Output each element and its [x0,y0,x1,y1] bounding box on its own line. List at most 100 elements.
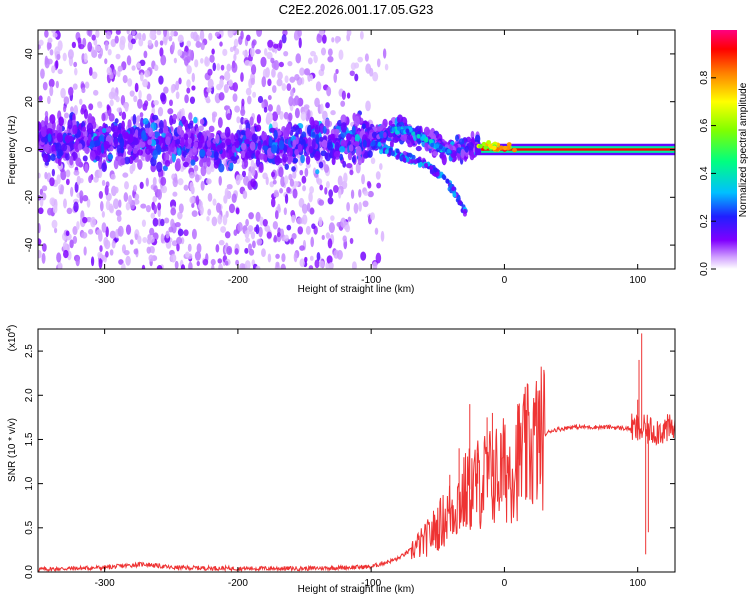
colorbar-label: Normalized spectral amplitude [738,82,749,217]
heatmap-cell [144,69,151,78]
heatmap-cell [124,156,131,165]
heatmap-cell [308,265,314,269]
heatmap-cell [99,245,103,252]
heatmap-cell [193,141,199,149]
heatmap-cell [91,71,98,80]
heatmap-cell [308,145,314,154]
heatmap-cell [311,138,316,149]
heatmap-cell [177,178,184,186]
heatmap-cell [131,65,136,71]
heatmap-cell [152,195,158,203]
heatmap-cell [196,260,200,267]
heatmap-cell [162,145,169,152]
heatmap-cell [244,247,249,254]
heatmap-cell [160,54,167,66]
heatmap-cell [129,239,134,245]
heatmap-cell [321,34,327,44]
heatmap-cell [47,95,51,105]
heatmap-cell [114,186,119,194]
heatmap-cell [175,80,180,91]
heatmap-cell [57,68,63,75]
heatmap-cell [212,62,217,72]
heatmap-cell [263,48,268,56]
heatmap-cell [112,198,120,210]
heatmap-cell [72,83,78,90]
heatmap-cell [355,162,361,174]
x-axis-label: Height of straight line (km) [298,284,415,295]
heatmap-cell [395,154,400,160]
heatmap-cell [283,207,287,216]
heatmap-cell [295,125,300,136]
heatmap-cell [147,39,153,46]
heatmap-cell [297,226,304,235]
heatmap-cell [144,100,149,107]
heatmap-cell [44,171,48,180]
heatmap-cell [296,217,303,225]
heatmap-cell [101,210,105,218]
heatmap-cell [328,262,334,269]
heatmap-cell [170,207,177,216]
heatmap-cell [282,153,288,163]
heatmap-cell [348,144,354,152]
heatmap-cell [38,222,41,234]
chart-title: C2E2.2026.001.17.05.G23 [279,2,434,17]
heatmap-cell [200,57,204,64]
heatmap-cell [41,185,48,192]
heatmap-cell [38,207,44,215]
colorbar-tick-label: 0.4 [699,166,710,180]
heatmap-cell [157,188,163,200]
heatmap-cell [47,37,53,44]
heatmap-cell [191,72,195,83]
heatmap-cell [105,30,112,40]
heatmap-cell [74,67,78,76]
heatmap-cell [320,47,327,56]
heatmap-cell [132,184,138,192]
heatmap-cell [455,134,460,142]
heatmap-cell [207,208,212,216]
heatmap-cell [99,128,103,136]
heatmap-cell [123,249,130,256]
heatmap-cell [177,228,184,237]
heatmap-cell [178,77,182,85]
heatmap-cell [262,218,268,227]
heatmap-cell [175,158,181,165]
heatmap-cell [299,258,305,268]
heatmap-cell [396,126,401,131]
heatmap-cell [132,137,139,146]
heatmap-cell [308,191,313,203]
heatmap-cell [218,263,223,269]
heatmap-cell [375,252,382,264]
heatmap-cell [258,153,265,160]
heatmap-cell [498,145,504,150]
heatmap-cell [364,53,369,62]
heatmap-cell [38,238,42,246]
heatmap-cell [302,214,308,225]
heatmap-cell [139,72,144,82]
heatmap-cell [129,90,135,97]
heatmap-cell [83,246,87,256]
heatmap-cell [170,218,175,229]
heatmap-cell [149,236,155,243]
heatmap-cell [193,116,198,124]
heatmap-cell [162,165,168,172]
heatmap-cell [349,237,354,245]
heatmap-cell [72,235,78,244]
heatmap-cell [195,195,200,206]
heatmap-cell [137,98,143,109]
heatmap-cell [311,223,316,230]
heatmap-cell [133,95,138,103]
heatmap-cell [176,125,183,136]
heatmap-cell [487,143,493,149]
heatmap-cell [286,155,292,165]
heatmap-cell [175,91,180,100]
heatmap-cell [215,244,220,253]
heatmap-cell [115,209,122,217]
heatmap-cell [325,180,330,189]
heatmap-cell [420,136,425,141]
heatmap-cell [145,153,150,162]
heatmap-cell [278,166,284,178]
heatmap-cell [240,108,246,117]
heatmap-cell [170,253,177,263]
heatmap-cell [218,175,222,186]
heatmap-cell [277,203,281,212]
